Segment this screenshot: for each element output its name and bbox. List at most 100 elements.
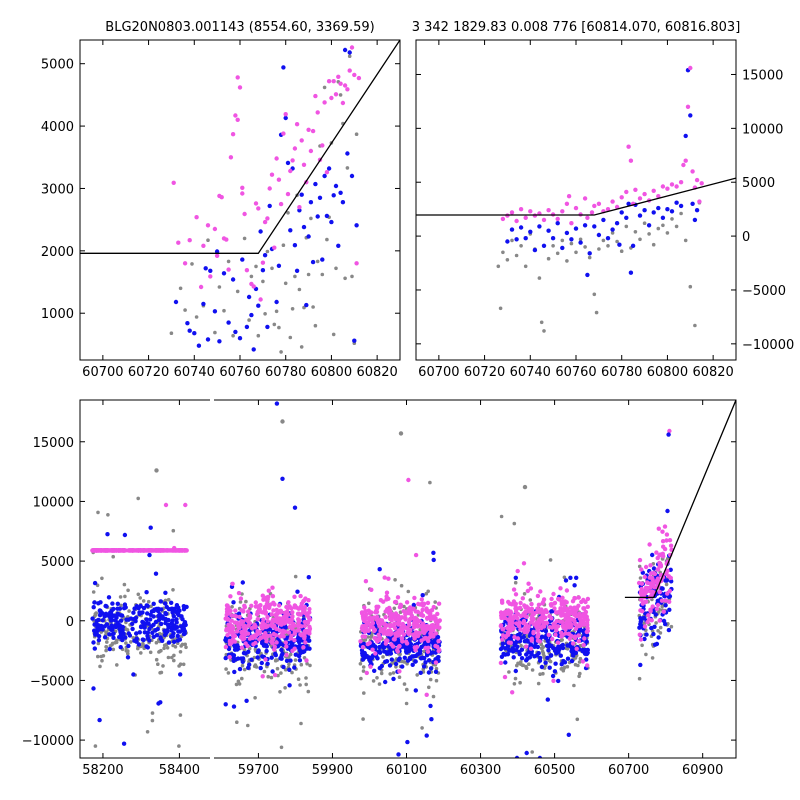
data-point <box>383 679 388 685</box>
data-point <box>537 639 542 644</box>
data-point <box>501 250 505 255</box>
data-point <box>343 276 347 281</box>
data-point <box>292 665 297 670</box>
data-point <box>279 671 283 675</box>
data-point <box>569 610 574 616</box>
data-point <box>388 608 393 614</box>
data-point <box>569 237 574 242</box>
x-tick-label: 60300 <box>460 763 501 778</box>
data-point <box>401 609 406 614</box>
data-point <box>404 701 409 706</box>
data-point <box>647 542 652 547</box>
data-point <box>118 595 123 599</box>
data-point <box>100 576 104 581</box>
data-point <box>420 655 425 661</box>
data-point <box>605 207 611 212</box>
data-point <box>544 620 550 626</box>
data-point <box>581 618 586 623</box>
data-point <box>425 600 431 606</box>
data-point <box>163 616 168 622</box>
data-point <box>217 285 222 289</box>
data-point <box>384 659 390 664</box>
x-tick-label: 60720 <box>128 365 169 380</box>
data-point <box>264 648 269 654</box>
data-point <box>363 608 368 614</box>
data-point <box>138 624 144 630</box>
data-point <box>148 525 153 530</box>
data-point <box>423 660 428 665</box>
data-point <box>433 600 438 604</box>
data-point <box>284 644 289 649</box>
data-point <box>667 607 672 612</box>
data-point <box>304 676 308 680</box>
data-point <box>574 575 579 580</box>
data-point <box>233 329 238 335</box>
data-point <box>406 631 411 637</box>
data-point <box>320 143 325 148</box>
data-point <box>366 635 371 639</box>
data-point <box>393 599 399 605</box>
data-point <box>244 698 249 703</box>
data-point <box>415 652 420 657</box>
data-point <box>296 606 301 611</box>
data-point <box>122 606 127 611</box>
data-point <box>624 189 629 195</box>
data-point <box>232 639 237 644</box>
data-point <box>585 663 590 668</box>
y-tick-label: −10000 <box>22 734 74 749</box>
data-point <box>354 261 359 266</box>
data-point <box>139 651 143 655</box>
data-point <box>345 151 350 156</box>
data-point <box>262 604 268 610</box>
data-point <box>196 343 202 348</box>
data-point <box>576 633 581 638</box>
data-point <box>513 603 518 608</box>
data-point <box>663 603 668 608</box>
data-point <box>254 632 259 637</box>
data-point <box>578 237 583 242</box>
data-point <box>253 696 257 700</box>
data-point <box>232 620 238 625</box>
data-point <box>530 668 535 672</box>
data-point <box>594 310 599 315</box>
data-point <box>601 238 606 243</box>
data-point <box>430 628 435 633</box>
data-point <box>198 284 204 290</box>
data-point <box>550 236 556 241</box>
data-point <box>212 226 218 232</box>
data-point <box>657 563 662 569</box>
data-point <box>426 608 431 614</box>
data-point <box>581 642 586 648</box>
data-point <box>400 639 405 644</box>
data-point <box>176 240 181 245</box>
data-point <box>264 639 269 644</box>
data-point <box>654 578 659 584</box>
data-point <box>240 663 245 668</box>
data-point <box>509 227 515 232</box>
data-point <box>127 609 131 613</box>
data-point <box>288 658 293 663</box>
data-point <box>249 312 254 318</box>
data-point <box>655 555 660 561</box>
data-point <box>267 203 272 209</box>
data-point <box>288 168 293 174</box>
data-point <box>182 261 188 266</box>
data-point <box>368 659 373 664</box>
data-point <box>235 75 240 80</box>
data-point <box>524 750 529 756</box>
data-point <box>628 270 634 275</box>
data-point <box>369 633 374 637</box>
data-point <box>146 621 151 626</box>
data-point <box>115 663 119 667</box>
data-point <box>122 602 128 607</box>
data-point <box>565 624 571 630</box>
data-point <box>417 619 422 624</box>
data-point <box>280 476 285 481</box>
data-point <box>521 611 526 616</box>
data-point <box>240 619 246 624</box>
data-point <box>560 599 565 605</box>
data-point <box>363 612 369 617</box>
data-point <box>507 621 512 626</box>
data-point <box>412 645 417 650</box>
data-point <box>90 616 95 621</box>
